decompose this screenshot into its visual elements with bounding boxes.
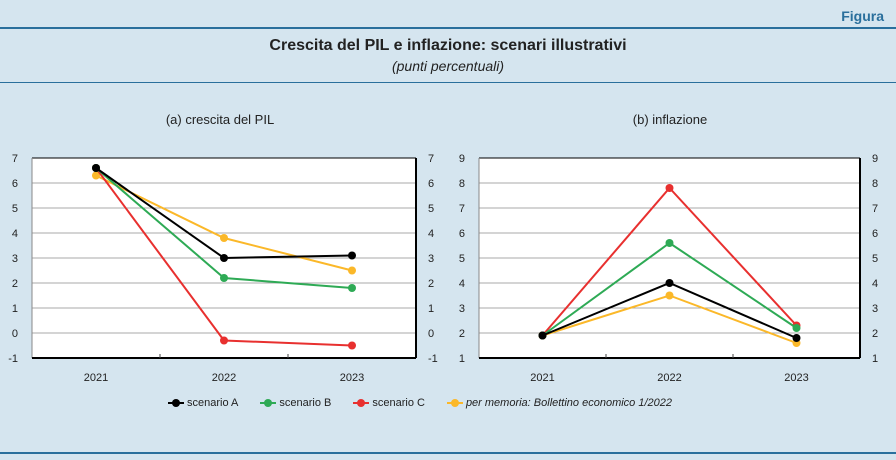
data-point (220, 254, 228, 262)
legend: scenario A scenario B scenario C per mem… (168, 397, 672, 409)
y-tick-left: 4 (12, 228, 18, 240)
y-tick-right: -1 (428, 353, 438, 365)
figure-label: Figura (841, 8, 884, 24)
y-tick-left: 4 (459, 278, 465, 290)
panel-title: (a) crescita del PIL (166, 112, 274, 127)
y-tick-left: 5 (459, 253, 465, 265)
legend-item-c: scenario C (353, 397, 425, 409)
data-point (348, 266, 356, 275)
y-tick-right: 8 (872, 178, 878, 190)
y-tick-left: 3 (12, 253, 18, 265)
y-tick-left: 1 (459, 353, 465, 365)
y-tick-right: 9 (872, 153, 878, 165)
y-tick-left: 5 (12, 203, 18, 215)
legend-item-b: scenario B (260, 397, 331, 409)
y-tick-right: 3 (428, 253, 434, 265)
y-tick-right: 4 (872, 278, 878, 290)
y-tick-left: 1 (12, 303, 18, 315)
y-tick-left: 9 (459, 153, 465, 165)
data-point (220, 336, 228, 345)
x-tick-label: 2022 (657, 372, 681, 384)
y-tick-left: 6 (459, 228, 465, 240)
y-tick-right: 5 (428, 203, 434, 215)
y-tick-right: 3 (872, 303, 878, 315)
header-rule (0, 27, 896, 29)
legend-label: scenario A (187, 397, 239, 409)
data-point (92, 171, 100, 180)
data-point (348, 284, 356, 292)
figure-subtitle: (punti percentuali) (391, 58, 505, 74)
x-tick-label: 2023 (784, 372, 808, 384)
panel-title: (b) inflazione (633, 112, 707, 127)
data-point (792, 324, 801, 332)
y-tick-right: 6 (872, 228, 878, 240)
y-tick-left: 6 (12, 178, 18, 190)
y-tick-right: 2 (872, 328, 878, 340)
data-point (792, 334, 801, 342)
x-tick-label: 2021 (530, 372, 554, 384)
data-point (665, 279, 674, 287)
figure-title: Crescita del PIL e inflazione: scenari i… (269, 37, 627, 54)
data-point (348, 251, 356, 260)
y-tick-right: 1 (428, 303, 434, 315)
title-rule (0, 82, 896, 83)
legend-label: per memoria: Bollettino economico 1/2022 (465, 397, 672, 409)
y-tick-left: 7 (12, 153, 18, 165)
data-point (92, 164, 100, 172)
legend-label: scenario B (279, 397, 332, 409)
data-point (665, 291, 674, 300)
legend-label: scenario C (372, 397, 425, 409)
y-tick-left: 2 (459, 328, 465, 340)
y-tick-left: 3 (459, 303, 465, 315)
y-tick-left: 0 (12, 328, 18, 340)
x-tick-label: 2022 (212, 372, 236, 384)
y-tick-left: -1 (8, 353, 18, 365)
legend-item-memo: per memoria: Bollettino economico 1/2022 (446, 397, 672, 409)
data-point (220, 234, 228, 242)
y-tick-right: 7 (872, 203, 878, 215)
legend-item-a: scenario A (168, 397, 238, 409)
y-tick-right: 0 (428, 328, 434, 340)
y-tick-left: 2 (12, 278, 18, 290)
y-tick-right: 4 (428, 228, 434, 240)
x-tick-label: 2023 (340, 372, 364, 384)
y-tick-right: 2 (428, 278, 434, 290)
y-tick-right: 6 (428, 178, 434, 190)
y-tick-right: 1 (872, 353, 878, 365)
footer-rule (0, 452, 896, 454)
x-tick-label: 2021 (84, 372, 108, 384)
data-point (665, 239, 674, 247)
data-point (348, 341, 356, 350)
y-tick-left: 8 (459, 178, 465, 190)
data-point (220, 274, 228, 282)
y-tick-left: 7 (459, 203, 465, 215)
y-tick-right: 5 (872, 253, 878, 265)
y-tick-right: 7 (428, 153, 434, 165)
data-point (665, 184, 674, 192)
data-point (538, 331, 547, 340)
